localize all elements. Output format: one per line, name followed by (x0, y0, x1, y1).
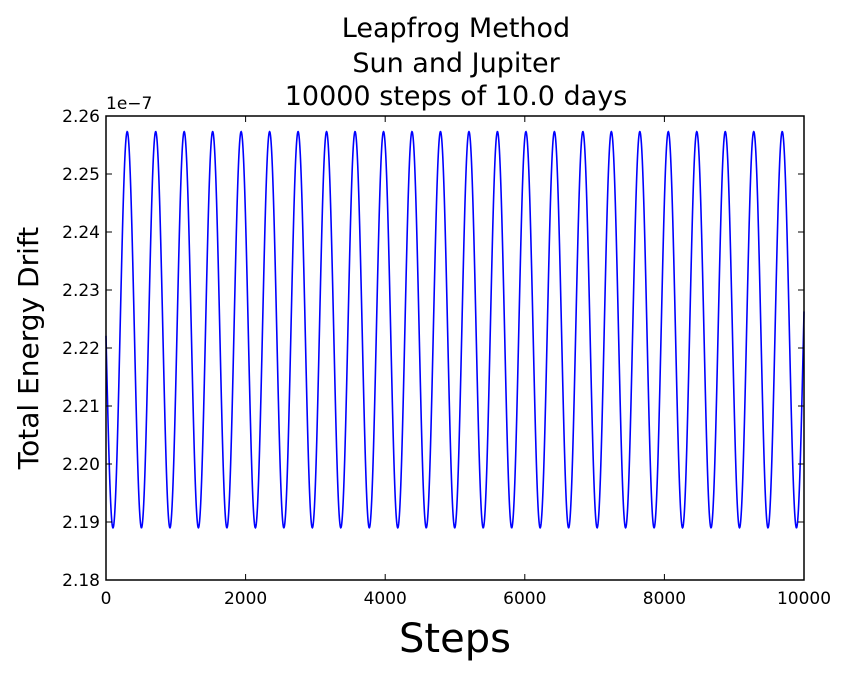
series-layer (105, 130, 805, 530)
chart-title-line-3: 10000 steps of 10.0 days (285, 81, 628, 112)
y-tick-label: 2.26 (62, 107, 100, 127)
y-tick-label: 2.25 (62, 165, 100, 185)
chart-title-line-2: Sun and Jupiter (352, 48, 560, 79)
x-tick-label: 4000 (364, 589, 407, 609)
x-tick-label: 8000 (643, 589, 686, 609)
y-tick-label: 2.24 (62, 223, 100, 243)
x-tick-label: 2000 (224, 589, 267, 609)
x-tick-label: 10000 (777, 589, 831, 609)
y-tick-label: 2.20 (62, 455, 100, 475)
series-line (105, 130, 805, 530)
y-tick-label: 2.18 (62, 571, 100, 591)
x-tick-label: 6000 (503, 589, 546, 609)
x-axis-label: Steps (399, 616, 511, 662)
chart-title-line-1: Leapfrog Method (342, 13, 570, 44)
y-axis-offset-label: 1e−7 (106, 94, 152, 114)
plot-frame (105, 115, 805, 581)
y-axis-label: Total Energy Drift (12, 227, 45, 470)
y-tick-label: 2.23 (62, 281, 100, 301)
y-tick-label: 2.19 (62, 513, 100, 533)
y-tick-label: 2.21 (62, 397, 100, 417)
y-tick-label: 2.22 (62, 339, 100, 359)
x-tick-label: 0 (101, 589, 112, 609)
ticks-layer: 0 2000 4000 6000 8000 10000 2.18 2.19 2.20 2.21 2.… (62, 107, 831, 609)
